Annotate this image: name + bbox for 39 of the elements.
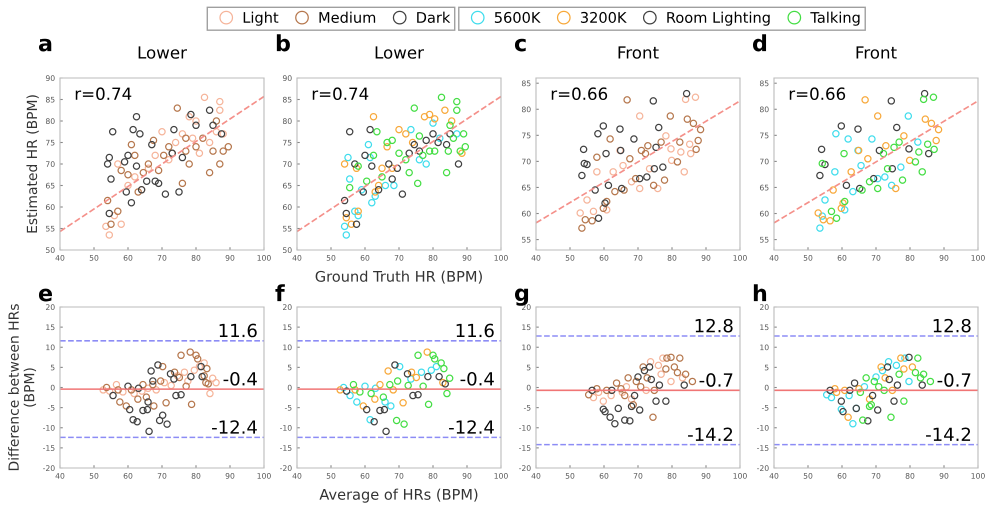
ref-line-label: -0.7 — [938, 373, 970, 387]
ref-line-label: 12.8 — [696, 318, 733, 332]
ref-line-label: 11.6 — [456, 324, 494, 338]
legend-label: Medium — [319, 12, 376, 23]
text: b — [276, 34, 290, 52]
legend-label: 3200K — [580, 12, 627, 23]
ref-line-label: -0.4 — [460, 372, 494, 386]
annotation: r=0.74 — [76, 87, 132, 100]
annotation: r=0.74 — [312, 87, 368, 100]
ref-line-label: 12.8 — [934, 318, 971, 332]
chart-title: Front — [618, 46, 659, 59]
legend-label: Dark — [417, 12, 450, 23]
legend-label: Light — [244, 12, 278, 26]
text: e — [38, 288, 52, 302]
x-axis-title: Average of HRs (BPM) — [319, 488, 478, 503]
ref-line-label: -14.2 — [688, 428, 732, 441]
text: d — [753, 34, 766, 52]
chart-title: Lower — [138, 46, 187, 59]
y-axis-title: Difference between HRs (BPM) — [8, 304, 36, 470]
ref-line-label: -12.4 — [212, 420, 257, 434]
text: a — [38, 38, 52, 52]
text: h — [754, 284, 766, 302]
ref-line-label: -12.4 — [449, 420, 494, 434]
ref-line-label: -0.4 — [224, 372, 257, 386]
legend-label: Room Lighting — [667, 12, 770, 26]
annotation: r=0.66 — [790, 87, 846, 100]
y-axis-title: Estimated HR (BPM) — [26, 95, 39, 233]
chart-title: Front — [856, 46, 897, 59]
ref-line-label: -14.2 — [926, 428, 970, 441]
ref-line-label: 11.6 — [220, 324, 257, 338]
legend-label: Talking — [810, 12, 860, 26]
text: f — [275, 284, 285, 302]
ref-line-label: -0.7 — [700, 373, 732, 387]
annotation: r=0.66 — [552, 87, 608, 100]
text: c — [514, 38, 526, 52]
x-axis-title: Ground Truth HR (BPM) — [316, 270, 482, 284]
chart-title: Lower — [376, 46, 424, 59]
text: g — [515, 288, 528, 306]
legend-label: 5600K — [494, 12, 541, 23]
